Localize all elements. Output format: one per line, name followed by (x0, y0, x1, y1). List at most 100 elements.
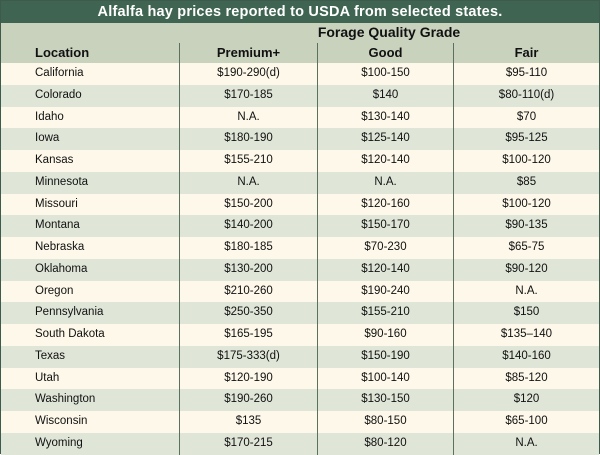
table-row: Texas $175-333(d) $150-190 $140-160 (1, 345, 599, 368)
cell-good: $100-150 (317, 63, 453, 85)
cell-location: Wisconsin (35, 415, 88, 427)
cell-good: $125-140 (317, 128, 453, 150)
cell-premium: $120-190 (179, 367, 317, 390)
cell-fair: $150 (453, 302, 599, 324)
cell-good: $190-240 (317, 280, 453, 303)
cell-good: $80-150 (317, 411, 453, 433)
cell-location: Oregon (35, 284, 74, 297)
cell-location: Oklahoma (35, 262, 88, 275)
table-row: Kansas $155-210 $120-140 $100-120 (1, 150, 599, 172)
cell-fair: $135–140 (453, 324, 599, 346)
group-header: Forage Quality Grade (317, 24, 461, 40)
cell-fair: $100-120 (453, 193, 599, 216)
cell-fair: N.A. (453, 432, 599, 455)
cell-fair: $65-75 (453, 237, 599, 259)
cell-premium: $250-350 (179, 302, 317, 324)
cell-location: Colorado (35, 88, 82, 101)
cell-location: Minnesota (35, 175, 89, 188)
cell-location: Pennsylvania (35, 306, 104, 319)
table-row: Missouri $150-200 $120-160 $100-120 (1, 193, 599, 216)
cell-fair: $95-125 (453, 128, 599, 150)
table-row: Nebraska $180-185 $70-230 $65-75 (1, 237, 599, 259)
cell-premium: $155-210 (179, 150, 317, 172)
table-row: Minnesota N.A. N.A. $85 (1, 171, 599, 194)
cell-fair: $140-160 (453, 345, 599, 368)
cell-premium: N.A. (179, 171, 317, 194)
cell-good: $100-140 (317, 367, 453, 390)
table-row: South Dakota $165-195 $90-160 $135–140 (1, 324, 599, 346)
cell-good: $130-150 (317, 389, 453, 411)
cell-good: $90-160 (317, 324, 453, 346)
cell-location: Idaho (35, 110, 64, 123)
cell-premium: N.A. (179, 106, 317, 129)
cell-fair: N.A. (453, 280, 599, 303)
cell-premium: $150-200 (179, 193, 317, 216)
cell-good: $120-160 (317, 193, 453, 216)
cell-good: $120-140 (317, 150, 453, 172)
column-headers: Location Premium+ Good Fair (1, 43, 599, 63)
cell-fair: $90-120 (453, 258, 599, 281)
table-row: Idaho N.A. $130-140 $70 (1, 106, 599, 129)
cell-fair: $100-120 (453, 150, 599, 172)
cell-location: Wyoming (35, 436, 83, 449)
cell-location: Nebraska (35, 241, 85, 253)
table-body: California $190-290(d) $100-150 $95-110 Colo… (1, 63, 599, 455)
cell-location: South Dakota (35, 328, 105, 340)
table-row: Oklahoma $130-200 $120-140 $90-120 (1, 258, 599, 281)
cell-premium: $165-195 (179, 324, 317, 346)
cell-location: Missouri (35, 197, 78, 210)
cell-premium: $190-260 (179, 389, 317, 411)
cell-location: Kansas (35, 154, 74, 166)
cell-premium: $170-185 (179, 84, 317, 107)
cell-good: $150-170 (317, 215, 453, 237)
table-row: California $190-290(d) $100-150 $95-110 (1, 63, 599, 85)
table-row: Pennsylvania $250-350 $155-210 $150 (1, 302, 599, 324)
cell-fair: $70 (453, 106, 599, 129)
cell-fair: $95-110 (453, 63, 599, 85)
table-row: Oregon $210-260 $190-240 N.A. (1, 280, 599, 303)
cell-fair: $90-135 (453, 215, 599, 237)
table-row: Montana $140-200 $150-170 $90-135 (1, 215, 599, 237)
cell-good: $130-140 (317, 106, 453, 129)
cell-premium: $140-200 (179, 215, 317, 237)
cell-fair: $65-100 (453, 411, 599, 433)
table-header: Forage Quality Grade Location Premium+ G… (1, 23, 599, 63)
table-row: Utah $120-190 $100-140 $85-120 (1, 367, 599, 390)
cell-good: $80-120 (317, 432, 453, 455)
cell-premium: $190-290(d) (179, 63, 317, 85)
cell-location: Washington (35, 393, 96, 406)
table-row: Colorado $170-185 $140 $80-110(d) (1, 84, 599, 107)
cell-premium: $175-333(d) (179, 345, 317, 368)
cell-location: Montana (35, 219, 80, 232)
cell-location: Iowa (35, 132, 60, 145)
cell-location: Utah (35, 371, 60, 384)
cell-good: $70-230 (317, 237, 453, 259)
cell-location: Texas (35, 349, 66, 362)
cell-fair: $120 (453, 389, 599, 411)
table-title: Alfalfa hay prices reported to USDA from… (1, 1, 599, 23)
cell-premium: $170-215 (179, 432, 317, 455)
cell-premium: $180-185 (179, 237, 317, 259)
column-header-premium: Premium+ (179, 43, 317, 63)
table-row: Washington $190-260 $130-150 $120 (1, 389, 599, 411)
column-header-good: Good (317, 43, 453, 63)
cell-good: $120-140 (317, 258, 453, 281)
table-row: Wyoming $170-215 $80-120 N.A. (1, 432, 599, 455)
cell-good: $140 (317, 84, 453, 107)
cell-good: $150-190 (317, 345, 453, 368)
cell-premium: $180-190 (179, 128, 317, 150)
cell-premium: $130-200 (179, 258, 317, 281)
column-header-fair: Fair (453, 43, 599, 63)
cell-fair: $85 (453, 171, 599, 194)
cell-fair: $80-110(d) (453, 84, 599, 107)
cell-location: California (35, 67, 84, 79)
cell-good: N.A. (317, 171, 453, 194)
table-row: Wisconsin $135 $80-150 $65-100 (1, 411, 599, 433)
table-row: Iowa $180-190 $125-140 $95-125 (1, 128, 599, 150)
cell-fair: $85-120 (453, 367, 599, 390)
cell-good: $155-210 (317, 302, 453, 324)
cell-premium: $210-260 (179, 280, 317, 303)
cell-premium: $135 (179, 411, 317, 433)
column-header-location: Location (35, 45, 90, 60)
